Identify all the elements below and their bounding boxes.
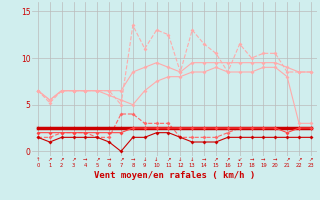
X-axis label: Vent moyen/en rafales ( km/h ): Vent moyen/en rafales ( km/h ) [94,171,255,180]
